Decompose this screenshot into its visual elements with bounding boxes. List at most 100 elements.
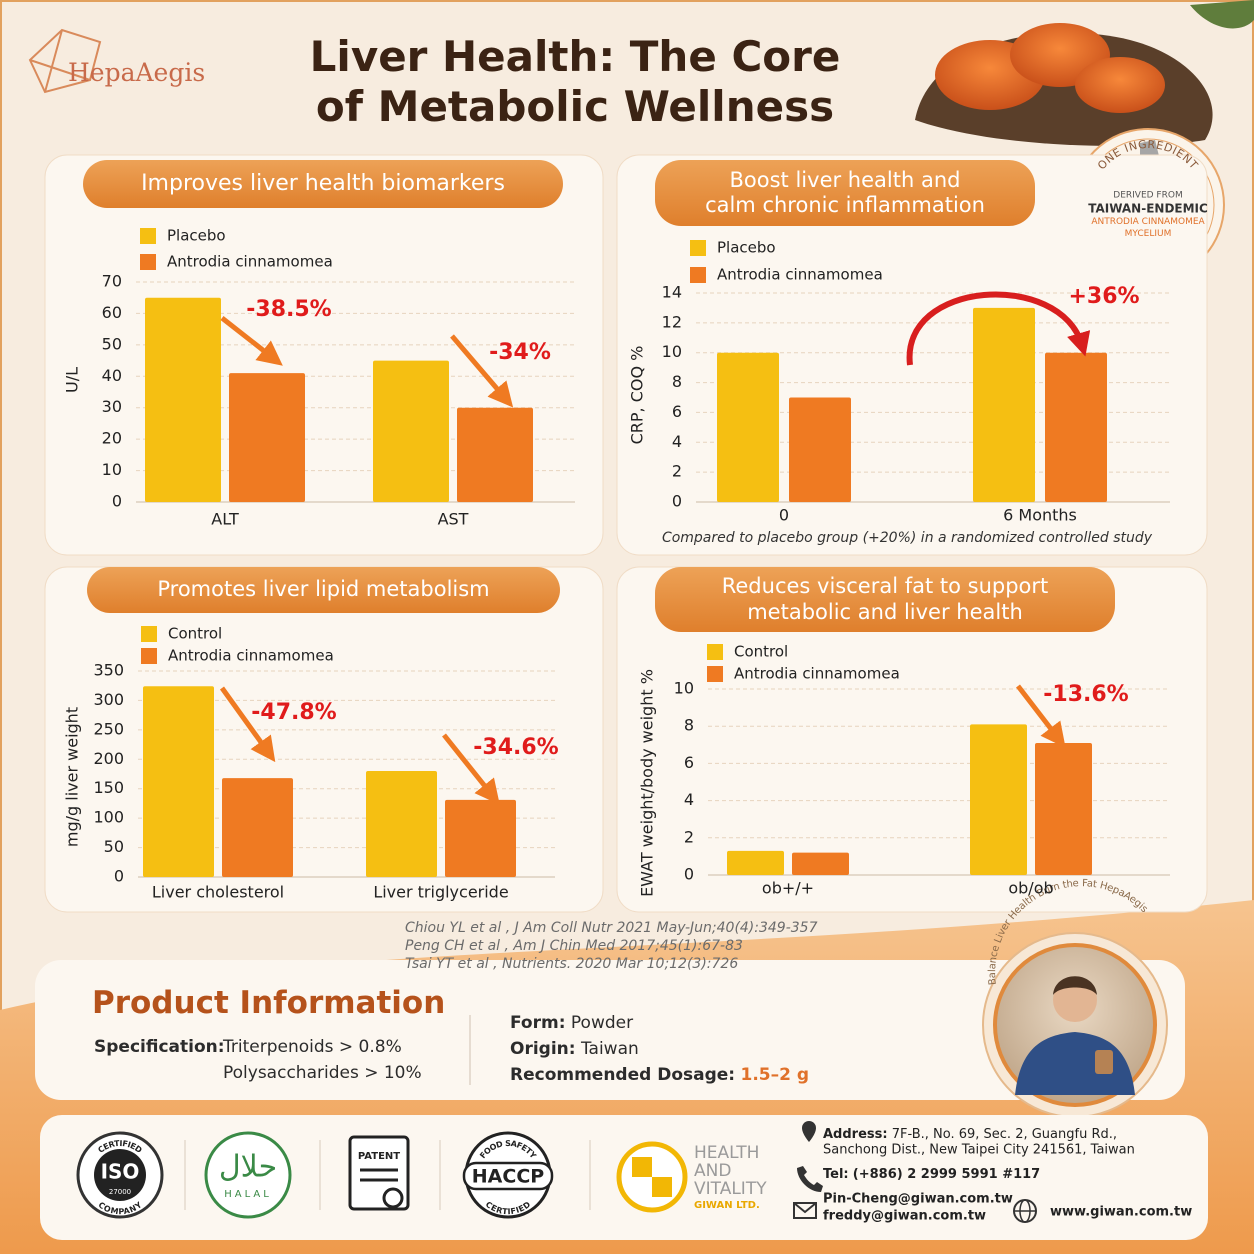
legend-label: Placebo	[167, 227, 226, 245]
x-tick-label: ob+/+	[762, 879, 814, 898]
legend-swatch	[707, 644, 723, 660]
bar	[1045, 352, 1107, 502]
y-tick-label: 10	[662, 342, 682, 361]
bar	[457, 407, 533, 502]
address-line: 7F-B., No. 69, Sec. 2, Guangfu Rd.,	[892, 1127, 1117, 1142]
bar	[792, 852, 849, 875]
website[interactable]: www.giwan.com.tw	[1050, 1205, 1192, 1220]
brand-line: HEALTH	[694, 1143, 759, 1163]
legend-swatch	[690, 267, 706, 283]
bar	[445, 799, 516, 877]
y-tick-label: 6	[684, 753, 694, 772]
logo: HepaAegis	[68, 58, 206, 87]
annotation: -34.6%	[473, 735, 558, 760]
iso-sub: 27000	[109, 1188, 131, 1196]
annotation: -34%	[489, 340, 551, 365]
legend-label: Antrodia cinnamomea	[734, 665, 900, 683]
y-tick-label: 6	[672, 402, 682, 421]
legend-label: Antrodia cinnamomea	[717, 266, 883, 284]
portrait	[982, 932, 1168, 1118]
y-tick-label: 0	[114, 867, 124, 886]
y-tick-label: 50	[104, 837, 124, 856]
y-tick-label: 150	[93, 778, 124, 797]
email[interactable]: freddy@giwan.com.tw	[823, 1209, 986, 1224]
legend-swatch	[141, 626, 157, 642]
cert-icons	[76, 1121, 1037, 1223]
arrow	[442, 733, 500, 805]
x-tick-label: Liver triglyceride	[373, 883, 508, 902]
y-tick-label: 4	[672, 432, 682, 451]
badge-line: TAIWAN-ENDEMIC	[1088, 202, 1208, 216]
x-tick-label: Liver cholesterol	[152, 883, 284, 902]
y-axis-label: mg/g liver weight	[63, 707, 82, 847]
bar	[973, 307, 1035, 502]
chart-title: Promotes liver lipid metabolism	[87, 567, 560, 613]
y-tick-label: 8	[672, 372, 682, 391]
form: Form: Powder	[510, 1013, 633, 1033]
tel-value: (+886) 2 2999 5991 #117	[853, 1167, 1040, 1182]
bar	[717, 352, 779, 502]
iso-main: ISO	[101, 1160, 140, 1184]
y-tick-label: 4	[684, 790, 694, 809]
haccp-main: HACCP	[472, 1166, 544, 1188]
legend-label: Placebo	[717, 239, 776, 257]
y-tick-label: 20	[102, 429, 122, 448]
mushroom-illustration	[915, 0, 1254, 146]
y-tick-label: 10	[674, 679, 694, 698]
legend-label: Control	[168, 625, 222, 643]
legend-swatch	[140, 254, 156, 270]
legend-label: Control	[734, 643, 788, 661]
email[interactable]: Pin-Cheng@giwan.com.tw	[823, 1192, 1013, 1207]
arrow	[220, 316, 283, 366]
address: Address: 7F-B., No. 69, Sec. 2, Guangfu …	[823, 1127, 1117, 1142]
badge-line: ANTRODIA CINNAMOMEA MYCELIUM	[1091, 217, 1205, 239]
footer-dividers	[184, 1140, 591, 1210]
dosage: Recommended Dosage: 1.5–2 g	[510, 1065, 809, 1085]
brand-line: VITALITY	[694, 1179, 767, 1199]
bar	[366, 771, 437, 877]
y-tick-label: 40	[102, 366, 122, 385]
y-tick-label: 2	[684, 827, 694, 846]
y-axis-label: EWAT weight/body weight %	[638, 669, 657, 897]
tel-label: Tel:	[823, 1167, 849, 1182]
form-value: Powder	[570, 1013, 634, 1033]
dosage-value: 1.5–2 g	[740, 1065, 810, 1085]
origin-label: Origin:	[510, 1039, 576, 1059]
brand-line: AND	[694, 1161, 731, 1181]
y-tick-label: 14	[662, 283, 682, 302]
spec-value: Polysaccharides > 10%	[223, 1063, 422, 1083]
y-tick-label: 0	[672, 492, 682, 511]
bar	[1035, 742, 1092, 875]
x-tick-label: 6 Months	[1003, 506, 1077, 525]
spec-label: Specification:	[94, 1037, 225, 1057]
chart-title: Boost liver health and calm chronic infl…	[655, 160, 1035, 226]
chart-note: Compared to placebo group (+20%) in a ra…	[662, 530, 1153, 546]
annotation: +36%	[1068, 284, 1139, 309]
bar	[145, 297, 221, 502]
y-tick-label: 2	[672, 462, 682, 481]
y-tick-label: 30	[102, 397, 122, 416]
y-tick-label: 12	[662, 312, 682, 331]
annotation: -38.5%	[246, 297, 331, 322]
legend-swatch	[141, 648, 157, 664]
y-tick-label: 70	[102, 272, 122, 291]
tel: Tel: (+886) 2 2999 5991 #117	[823, 1167, 1040, 1182]
patent-label: PATENT	[358, 1151, 400, 1162]
chart-title: Improves liver health biomarkers	[83, 160, 563, 208]
halal-main: حلال	[219, 1150, 277, 1185]
y-tick-label: 10	[102, 460, 122, 479]
y-tick-label: 50	[102, 334, 122, 353]
y-tick-label: 350	[93, 661, 124, 680]
y-tick-label: 0	[684, 865, 694, 884]
legend-swatch	[140, 228, 156, 244]
chart-title: Reduces visceral fat to support metaboli…	[655, 567, 1115, 632]
x-tick-label: ob/ob	[1008, 879, 1053, 898]
arrow	[219, 686, 276, 763]
arrow	[906, 291, 1091, 366]
y-axis-label: CRP, COQ %	[628, 346, 647, 445]
y-tick-label: 250	[93, 719, 124, 738]
annotation: -13.6%	[1043, 682, 1128, 707]
y-tick-label: 8	[684, 716, 694, 735]
